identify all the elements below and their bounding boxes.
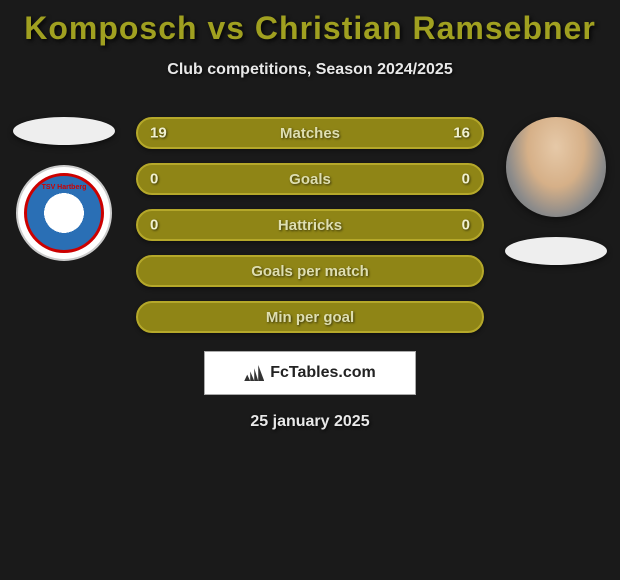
comparison-card: Komposch vs Christian Ramsebner Club com… xyxy=(0,0,620,431)
watermark-text: FcTables.com xyxy=(270,364,376,382)
bars-icon xyxy=(244,365,264,381)
subtitle: Club competitions, Season 2024/2025 xyxy=(0,61,620,79)
stat-right-value: 0 xyxy=(462,171,470,188)
stat-label: Hattricks xyxy=(278,217,342,234)
stat-label: Matches xyxy=(280,125,340,142)
stat-right-value: 16 xyxy=(453,125,470,142)
stat-row-goals: 0 Goals 0 xyxy=(136,163,484,195)
stat-row-min-per-goal: Min per goal xyxy=(136,301,484,333)
stat-label: Goals per match xyxy=(251,263,369,280)
watermark: FcTables.com xyxy=(204,351,416,395)
stats-column: 19 Matches 16 0 Goals 0 0 Hattricks 0 Go… xyxy=(120,117,500,333)
stat-left-value: 0 xyxy=(150,217,158,234)
player-placeholder-left xyxy=(13,117,115,145)
stat-left-value: 0 xyxy=(150,171,158,188)
stat-label: Min per goal xyxy=(266,309,354,326)
stat-row-matches: 19 Matches 16 xyxy=(136,117,484,149)
comparison-body: 19 Matches 16 0 Goals 0 0 Hattricks 0 Go… xyxy=(0,117,620,333)
stat-row-goals-per-match: Goals per match xyxy=(136,255,484,287)
stat-label: Goals xyxy=(289,171,331,188)
stat-left-value: 19 xyxy=(150,125,167,142)
left-column xyxy=(8,117,120,261)
club-placeholder-right xyxy=(505,237,607,265)
stat-right-value: 0 xyxy=(462,217,470,234)
player-photo-right xyxy=(506,117,606,217)
club-badge-inner xyxy=(24,173,104,253)
generated-date: 25 january 2025 xyxy=(0,413,620,431)
stat-row-hattricks: 0 Hattricks 0 xyxy=(136,209,484,241)
club-badge-left xyxy=(16,165,112,261)
page-title: Komposch vs Christian Ramsebner xyxy=(0,10,620,47)
right-column xyxy=(500,117,612,265)
